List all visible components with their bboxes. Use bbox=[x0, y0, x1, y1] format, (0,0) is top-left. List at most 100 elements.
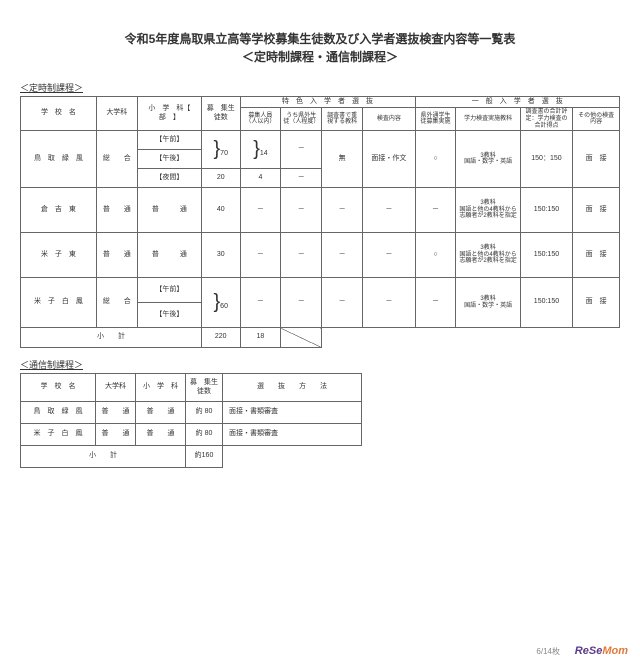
h2-recruit: 募 集生徒数 bbox=[186, 374, 223, 402]
cell: － bbox=[322, 278, 363, 328]
h-general: 一 般 入 学 者 選 抜 bbox=[415, 97, 619, 108]
cell: 3教科 国語・数学・英語 bbox=[456, 278, 520, 328]
cell: 小 計 bbox=[21, 328, 202, 348]
cell: 約 80 bbox=[186, 424, 223, 446]
cell: 普 通 bbox=[137, 233, 201, 278]
cell: － bbox=[240, 278, 281, 328]
table-row: 米 子 東 普 通 普 通 30 － － － － ○ 3教科 国語と他の4教科か… bbox=[21, 233, 620, 278]
cell: 約 80 bbox=[186, 402, 223, 424]
page-number: 6/14枚 bbox=[536, 646, 560, 657]
cell: － bbox=[363, 188, 416, 233]
h-c4: 検査内容 bbox=[363, 108, 416, 131]
cell: － bbox=[240, 233, 281, 278]
h-sub: 小 学 科【 部 】 bbox=[137, 97, 201, 131]
h2-sub: 小 学 科 bbox=[136, 374, 186, 402]
table-row: 倉 吉 東 普 通 普 通 40 － － － － － 3教科 国語と他の4教科か… bbox=[21, 188, 620, 233]
cell: － bbox=[281, 131, 322, 169]
cell: 4 bbox=[240, 169, 281, 188]
cell: － bbox=[363, 278, 416, 328]
cell: 30 bbox=[201, 233, 240, 278]
cell: }14 bbox=[240, 131, 281, 169]
cell: 面 接 bbox=[573, 233, 620, 278]
h2-method: 選 抜 方 法 bbox=[223, 374, 362, 402]
h-recruit: 募 集生徒数 bbox=[201, 97, 240, 131]
cell: － bbox=[322, 188, 363, 233]
cell: }70 bbox=[201, 131, 240, 169]
cell: 小 計 bbox=[21, 446, 186, 468]
title-l1: 令和5年度鳥取県立高等学校募集生徒数及び入学者選抜検査内容等一覧表 bbox=[125, 32, 516, 46]
cell: 米 子 東 bbox=[21, 233, 97, 278]
cell: 普 通 bbox=[96, 424, 136, 446]
h-dept: 大学科 bbox=[96, 97, 137, 131]
cell: 【夜間】 bbox=[137, 169, 201, 188]
cell: 面 接 bbox=[573, 188, 620, 233]
cell: 【午後】 bbox=[137, 150, 201, 169]
cell: 面接・書類審査 bbox=[223, 402, 362, 424]
cell: 普 通 bbox=[136, 402, 186, 424]
cell: － bbox=[281, 278, 322, 328]
cell: 面 接 bbox=[573, 278, 620, 328]
cell: 150:150 bbox=[520, 233, 573, 278]
table-tsushin: 学 校 名 大学科 小 学 科 募 集生徒数 選 抜 方 法 鳥 取 緑 風 普… bbox=[20, 373, 362, 468]
section2-label: ＜通信制課程＞ bbox=[20, 358, 620, 371]
cell: 【午前】 bbox=[137, 131, 201, 150]
cell: 米 子 白 鳳 bbox=[21, 278, 97, 328]
cell: 150:150 bbox=[520, 278, 573, 328]
cell: － bbox=[281, 169, 322, 188]
cell: 総 合 bbox=[96, 278, 137, 328]
cell: 150:150 bbox=[520, 188, 573, 233]
h-g2: 学力検査実施教科 bbox=[456, 108, 520, 131]
cell: 鳥 取 緑 風 bbox=[21, 402, 96, 424]
table-teijisei: 学 校 名 大学科 小 学 科【 部 】 募 集生徒数 特 色 入 学 者 選 … bbox=[20, 96, 620, 348]
cell: 【午後】 bbox=[137, 303, 201, 328]
h-school: 学 校 名 bbox=[21, 97, 97, 131]
h-c2: うち県外生徒（人程度） bbox=[281, 108, 322, 131]
cell: 面接・作文 bbox=[363, 131, 416, 188]
h-g4: その他の検査内容 bbox=[573, 108, 620, 131]
h-g1: 県外通学生徒募集実施 bbox=[415, 108, 456, 131]
cell: 普 通 bbox=[96, 188, 137, 233]
cell: 倉 吉 東 bbox=[21, 188, 97, 233]
cell: 普 通 bbox=[136, 424, 186, 446]
cell: }60 bbox=[201, 278, 240, 328]
h-c3: 調査書で重視する教科 bbox=[322, 108, 363, 131]
cell: 総 合 bbox=[96, 131, 137, 188]
logo: ReSeMom bbox=[575, 645, 628, 657]
cell: 150：150 bbox=[520, 131, 573, 188]
table-row: 鳥 取 緑 風 普 通 普 通 約 80 面接・書類審査 bbox=[21, 402, 362, 424]
cell: － bbox=[281, 188, 322, 233]
cell: － bbox=[415, 188, 456, 233]
cell: 3教科 国語・数学・英語 bbox=[456, 131, 520, 188]
table-row: 鳥 取 緑 風 総 合 【午前】 }70 }14 － 無 面接・作文 ○ 3教科… bbox=[21, 131, 620, 150]
h2-dept: 大学科 bbox=[96, 374, 136, 402]
cell: 3教科 国語と他の4教科から志願者が2教科を指定 bbox=[456, 188, 520, 233]
cell: － bbox=[240, 188, 281, 233]
section1-label: ＜定時制課程＞ bbox=[20, 81, 620, 94]
cell: 米 子 白 鳳 bbox=[21, 424, 96, 446]
title-l2: ＜定時制課程・通信制課程＞ bbox=[242, 50, 398, 64]
cell: 220 bbox=[201, 328, 240, 348]
table-row: 小 計 220 18 bbox=[21, 328, 620, 348]
cell: 約160 bbox=[186, 446, 223, 468]
cell: 40 bbox=[201, 188, 240, 233]
cell: 普 通 bbox=[96, 402, 136, 424]
cell: 18 bbox=[240, 328, 281, 348]
cell: － bbox=[281, 233, 322, 278]
cell: ○ bbox=[415, 233, 456, 278]
table-row: 米 子 白 鳳 総 合 【午前】 }60 － － － － － 3教科 国語・数学… bbox=[21, 278, 620, 303]
cell: 【午前】 bbox=[137, 278, 201, 303]
page-title: 令和5年度鳥取県立高等学校募集生徒数及び入学者選抜検査内容等一覧表 ＜定時制課程… bbox=[20, 30, 620, 66]
cell bbox=[281, 328, 322, 348]
cell: 面接・書類審査 bbox=[223, 424, 362, 446]
cell: － bbox=[322, 233, 363, 278]
h-special: 特 色 入 学 者 選 抜 bbox=[240, 97, 415, 108]
cell: ○ bbox=[415, 131, 456, 188]
cell bbox=[322, 328, 620, 348]
h-g3: 調査書の合計評定：学力検査の合計得点 bbox=[520, 108, 573, 131]
cell: 鳥 取 緑 風 bbox=[21, 131, 97, 188]
cell: 普 通 bbox=[137, 188, 201, 233]
cell: 3教科 国語と他の4教科から志願者が2教科を指定 bbox=[456, 233, 520, 278]
table-row: 米 子 白 鳳 普 通 普 通 約 80 面接・書類審査 bbox=[21, 424, 362, 446]
cell: － bbox=[363, 233, 416, 278]
cell bbox=[223, 446, 362, 468]
